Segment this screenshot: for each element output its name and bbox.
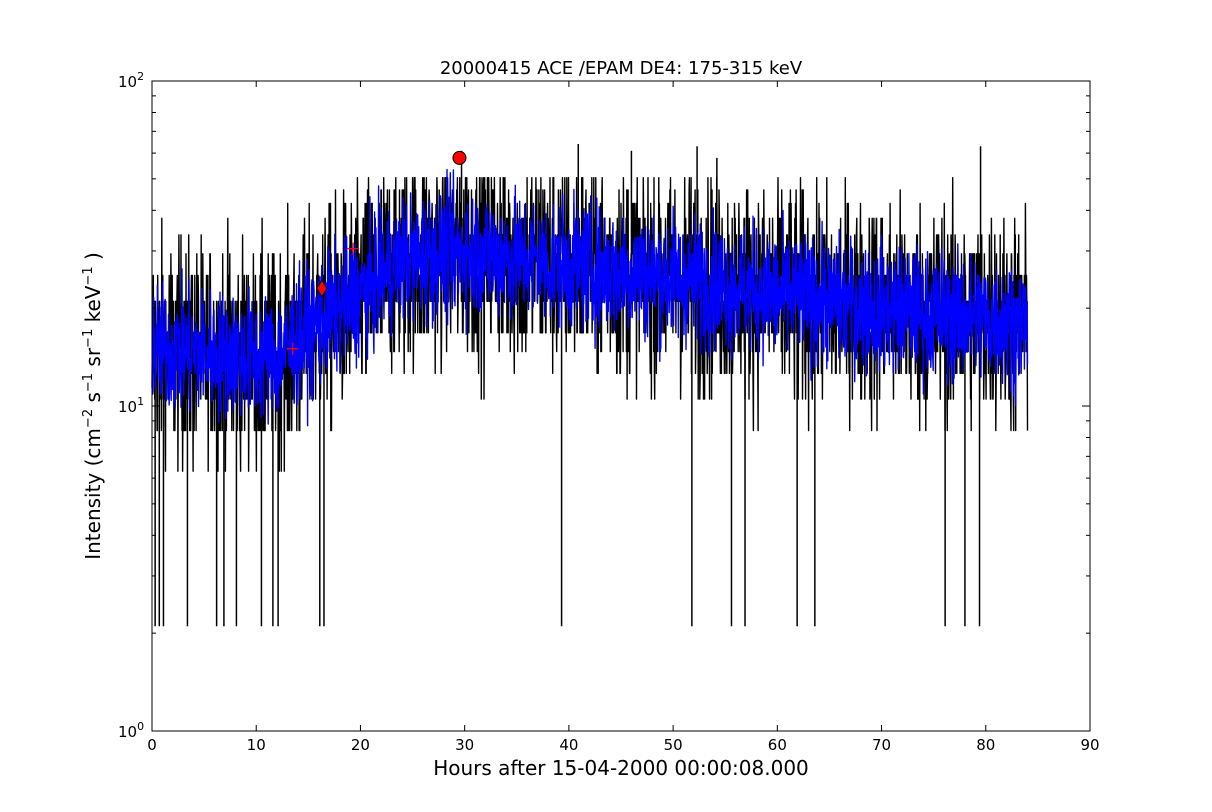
- x-tick-label: 80: [976, 736, 995, 754]
- y-label-base: Intensity (cm: [81, 428, 105, 560]
- y-axis-label: Intensity (cm−2 s−1 sr−1 keV−1 ): [81, 252, 105, 560]
- y-tick-base: 10: [118, 398, 137, 416]
- y-label-exp1: −2: [81, 409, 96, 428]
- y-tick-label: 100: [118, 720, 144, 741]
- data-layer: [151, 143, 1029, 627]
- y-label-exp4: −1: [81, 266, 96, 285]
- y-label-exp3: −1: [81, 329, 96, 348]
- y-tick-exp: 1: [137, 395, 144, 408]
- y-tick-label: 102: [118, 70, 144, 91]
- y-label-mid1: s: [81, 392, 105, 409]
- marker-plus: [347, 242, 360, 255]
- x-tick-label: 10: [247, 736, 266, 754]
- chart-title: 20000415 ACE /EPAM DE4: 175-315 keV: [440, 58, 803, 79]
- y-label-mid3: keV: [81, 285, 105, 329]
- marker-circle: [452, 150, 467, 165]
- y-label-exp2: −1: [81, 373, 96, 392]
- marker-plus: [286, 342, 299, 355]
- y-tick-exp: 0: [137, 720, 144, 733]
- y-tick-label: 101: [118, 395, 144, 416]
- x-tick-label: 30: [455, 736, 474, 754]
- y-label-mid2: sr: [81, 347, 105, 373]
- x-tick-label: 50: [664, 736, 683, 754]
- x-tick-label: 20: [351, 736, 370, 754]
- marker-diamond: [316, 279, 328, 298]
- y-tick-exp: 2: [137, 70, 144, 83]
- x-axis-label: Hours after 15-04-2000 00:00:08.000: [433, 756, 809, 780]
- y-tick-base: 10: [118, 73, 137, 91]
- x-tick-label: 90: [1080, 736, 1099, 754]
- x-tick-label: 40: [559, 736, 578, 754]
- x-tick-label: 0: [147, 736, 157, 754]
- x-ticks: 0 10 20 30 40 50 60 70 80 90: [147, 81, 1100, 754]
- series-1-line: [151, 168, 1029, 427]
- x-tick-label: 60: [768, 736, 787, 754]
- x-tick-label: 70: [872, 736, 891, 754]
- y-label-end: ): [81, 252, 105, 266]
- y-tick-base: 10: [118, 723, 137, 741]
